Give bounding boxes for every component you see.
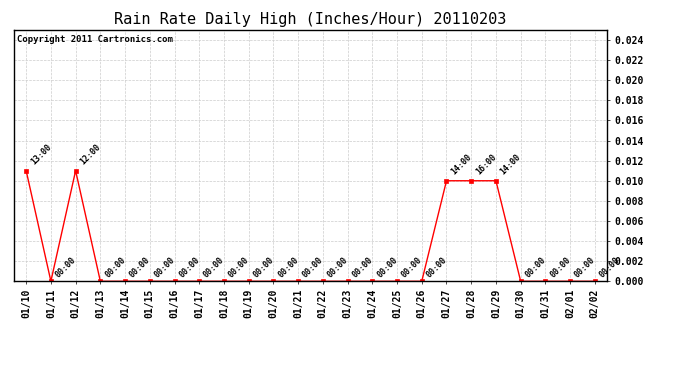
Text: 00:00: 00:00 (548, 256, 572, 280)
Text: 00:00: 00:00 (202, 256, 226, 280)
Text: 14:00: 14:00 (449, 153, 473, 177)
Text: 00:00: 00:00 (251, 256, 275, 280)
Text: 00:00: 00:00 (103, 256, 127, 280)
Title: Rain Rate Daily High (Inches/Hour) 20110203: Rain Rate Daily High (Inches/Hour) 20110… (115, 12, 506, 27)
Text: 00:00: 00:00 (375, 256, 399, 280)
Text: 00:00: 00:00 (54, 256, 78, 280)
Text: 00:00: 00:00 (152, 256, 177, 280)
Text: 16:00: 16:00 (474, 153, 498, 177)
Text: 00:00: 00:00 (276, 256, 300, 280)
Text: 00:00: 00:00 (326, 256, 350, 280)
Text: 00:00: 00:00 (301, 256, 325, 280)
Text: 00:00: 00:00 (424, 256, 448, 280)
Text: 00:00: 00:00 (351, 256, 375, 280)
Text: 00:00: 00:00 (227, 256, 250, 280)
Text: 14:00: 14:00 (499, 153, 523, 177)
Text: 00:00: 00:00 (128, 256, 152, 280)
Text: 00:00: 00:00 (524, 256, 547, 280)
Text: Copyright 2011 Cartronics.com: Copyright 2011 Cartronics.com (17, 35, 172, 44)
Text: 00:00: 00:00 (177, 256, 201, 280)
Text: 00:00: 00:00 (573, 256, 597, 280)
Text: 00:00: 00:00 (598, 256, 622, 280)
Text: 00:00: 00:00 (400, 256, 424, 280)
Text: 13:00: 13:00 (29, 142, 53, 166)
Text: 12:00: 12:00 (79, 142, 102, 166)
